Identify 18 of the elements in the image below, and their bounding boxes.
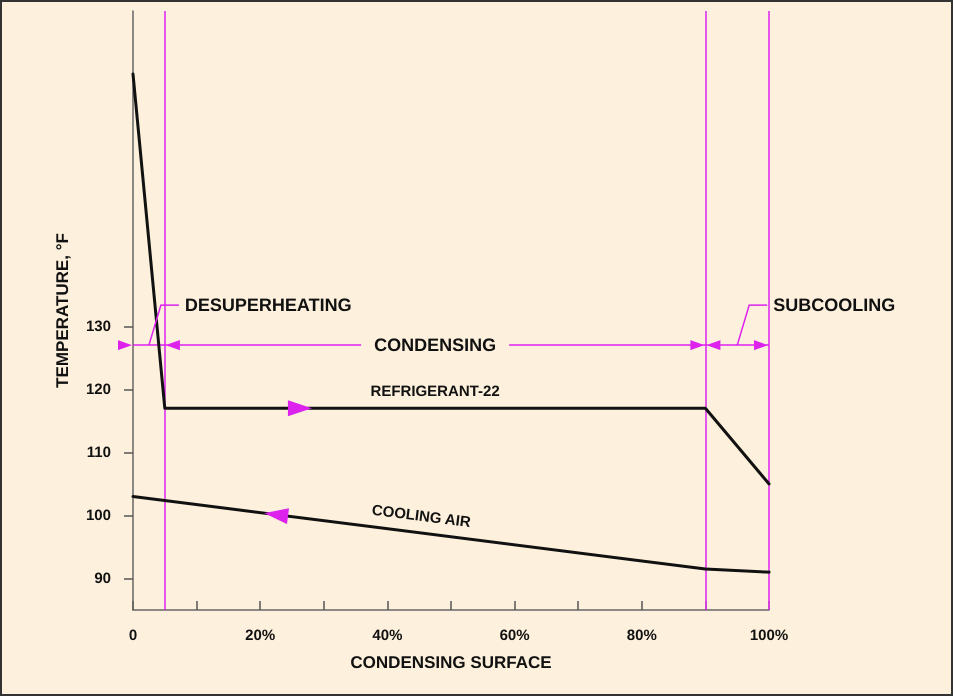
y-tick-label: 90: [94, 570, 111, 587]
text: COOLING AIR: [370, 502, 472, 532]
x-tick-label: 40%: [372, 627, 402, 644]
series-label: REFRIGERANT-22: [370, 383, 500, 400]
x-tick-label: 20%: [245, 627, 276, 644]
x-tick-label: 60%: [500, 627, 530, 644]
x-tick-label: 100%: [750, 627, 788, 644]
y-tick-label: 130: [86, 318, 111, 335]
y-axis-title: TEMPERATURE, °F: [53, 233, 72, 388]
x-tick-label: 80%: [626, 627, 657, 644]
x-axis-title: CONDENSING SURFACE: [350, 653, 552, 672]
x-tick-label: 0: [128, 627, 138, 644]
annotation: CONDENSING: [374, 335, 496, 356]
y-tick-label: 100: [86, 506, 111, 524]
annotation: SUBCOOLING: [773, 295, 896, 316]
annotation: DESUPERHEATING: [184, 295, 352, 316]
y-tick-label: 110: [86, 444, 111, 461]
y-tick-label: 120: [86, 380, 111, 398]
